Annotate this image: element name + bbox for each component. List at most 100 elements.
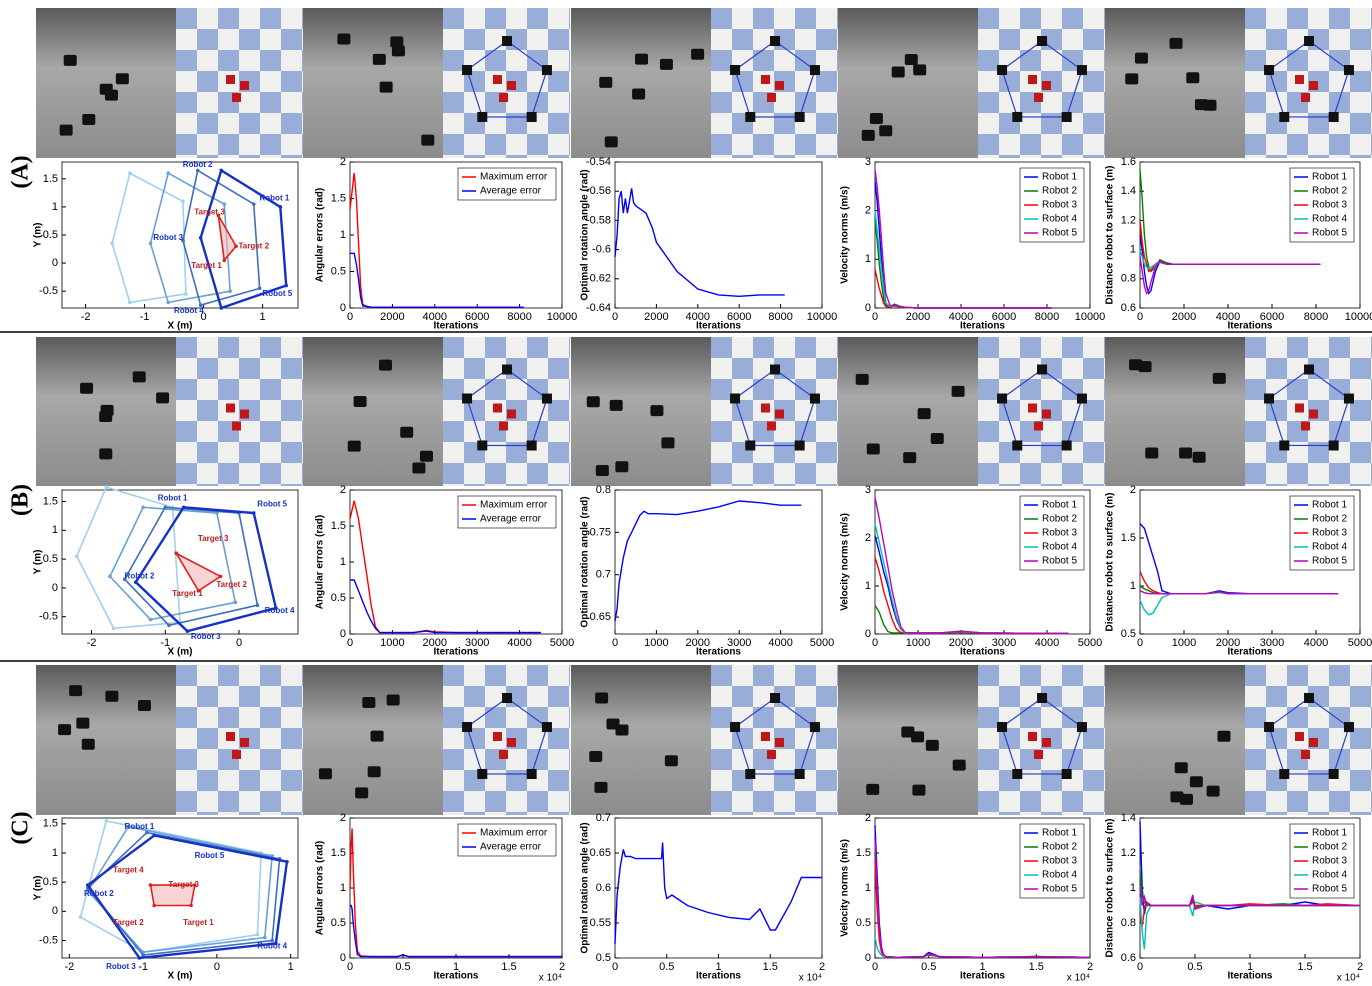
board-square (443, 421, 464, 442)
vertex (149, 883, 153, 887)
board-square (239, 155, 260, 158)
camera-photo (36, 665, 176, 815)
panel-label: (A) (8, 155, 34, 188)
y-tick-label: 0.5 (331, 265, 346, 277)
board-square (1329, 665, 1350, 686)
robot-photo (380, 82, 393, 93)
vertex (128, 171, 132, 175)
board-square (302, 134, 303, 155)
y-tick-label: 0 (865, 628, 871, 640)
board-square (218, 50, 239, 71)
board-square (1245, 337, 1266, 358)
x-tick-label: 0 (872, 961, 878, 973)
robot-marker (1304, 36, 1314, 46)
board-square (1020, 134, 1041, 155)
x-axis-label: Iterations (1227, 971, 1272, 982)
robot-photo (64, 55, 77, 66)
robot-marker (477, 112, 487, 122)
board-square (1287, 707, 1308, 728)
board-square (1350, 155, 1371, 158)
board-square (281, 113, 302, 134)
robot-marker (997, 722, 1007, 732)
board-square (197, 812, 218, 815)
vertex (189, 904, 193, 908)
x-tick-label: 10000 (1075, 311, 1106, 323)
robot-photo (133, 371, 146, 382)
robot-marker (477, 440, 487, 450)
board-square (485, 379, 506, 400)
board-square (443, 337, 464, 358)
camera-photo (1105, 337, 1245, 486)
y-tick-label: 0 (340, 628, 346, 640)
y-tick-label: 2 (340, 484, 346, 496)
y-tick-label: -0.54 (586, 156, 611, 168)
annotation: Robot 4 (265, 606, 295, 615)
robot-marker (1344, 394, 1354, 404)
board-square (176, 8, 197, 29)
y-tick-label: 2 (340, 812, 346, 824)
board-square (1245, 707, 1266, 728)
board-square (837, 92, 838, 113)
board-square (816, 155, 837, 158)
x-tick-label: 10000 (1345, 311, 1372, 323)
board-square (837, 791, 838, 812)
x-axis-label: Iterations (1227, 647, 1272, 658)
robot-marker (502, 693, 512, 703)
robot-marker (1264, 722, 1274, 732)
y-tick-label: 0 (52, 257, 58, 269)
x-tick-label: 1 (260, 311, 266, 323)
x-tick-label: 0 (347, 637, 353, 649)
robot-photo (371, 731, 384, 742)
legend-label: Robot 5 (1312, 884, 1347, 895)
y-tick-label: 0 (340, 952, 346, 964)
board-square (302, 463, 303, 484)
x-axis-label: Iterations (960, 321, 1005, 332)
target-marker (775, 738, 784, 747)
board-square (1083, 812, 1104, 815)
robot-marker (1062, 112, 1072, 122)
board-square (1062, 463, 1083, 484)
board-square (1245, 463, 1266, 484)
vertex (166, 301, 170, 305)
y-tick-label: 1 (52, 201, 58, 213)
board-square (527, 421, 548, 442)
board-square (732, 358, 753, 379)
board-square (978, 92, 999, 113)
y-tick-label: 1.5 (331, 192, 346, 204)
board-square (260, 421, 281, 442)
board-square (260, 463, 281, 484)
legend-label: Robot 2 (1312, 514, 1347, 525)
board-square (569, 665, 570, 686)
y-tick-label: 1 (340, 229, 346, 241)
vertex (256, 933, 260, 937)
target-marker (1301, 93, 1310, 102)
robot-photo (926, 740, 939, 751)
vertex (152, 834, 156, 838)
board-square (1350, 113, 1371, 134)
board-square (1062, 791, 1083, 812)
y-tick-label: 2 (865, 532, 871, 544)
board-square (1041, 812, 1062, 815)
legend-label: Robot 4 (1042, 542, 1077, 553)
robot-marker (542, 65, 552, 75)
vertex (252, 202, 256, 206)
board-square (443, 749, 464, 770)
board-square (1104, 665, 1105, 686)
board-square (816, 686, 837, 707)
y-axis-label: Angular errors (rad) (315, 515, 326, 609)
robot-photo (879, 125, 892, 136)
vertex (163, 505, 167, 509)
vertex (184, 292, 188, 296)
robot-marker (810, 65, 820, 75)
board-square (1287, 337, 1308, 358)
robot-photo (138, 700, 151, 711)
board-square (527, 791, 548, 812)
y-tick-label: 1.6 (1121, 156, 1136, 168)
board-square (1041, 770, 1062, 791)
plot-area (615, 490, 822, 634)
board-square (1062, 749, 1083, 770)
camera-photo (571, 8, 711, 158)
camera-photo (36, 8, 176, 158)
target-marker (1034, 750, 1043, 759)
board-square (978, 665, 999, 686)
